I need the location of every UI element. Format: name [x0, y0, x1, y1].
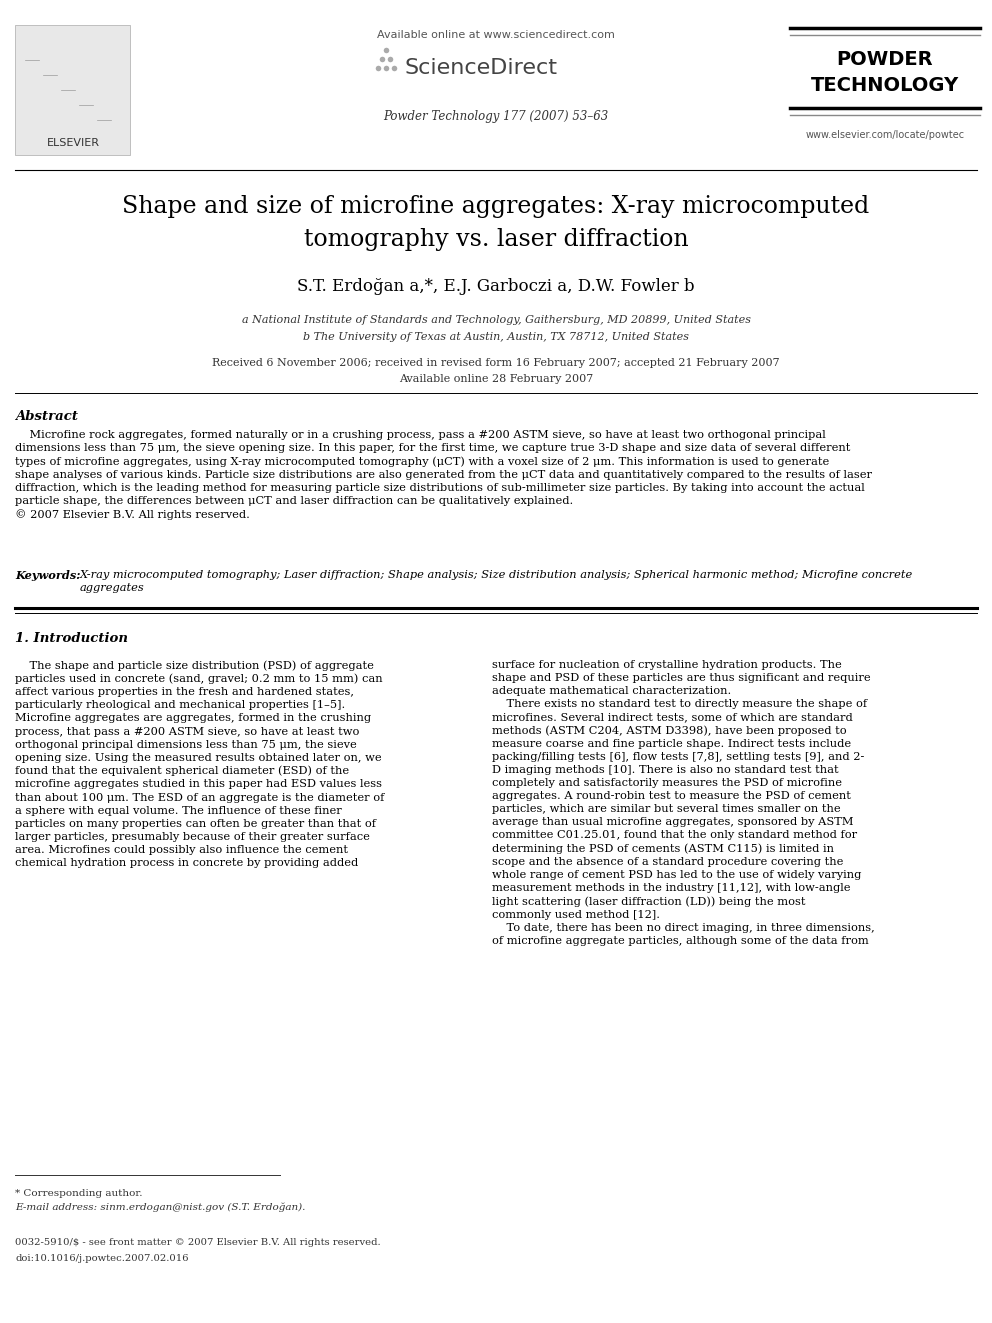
Text: S.T. Erdoğan a,*, E.J. Garboczi a, D.W. Fowler b: S.T. Erdoğan a,*, E.J. Garboczi a, D.W. …: [298, 278, 694, 295]
Text: POWDER: POWDER: [836, 50, 933, 69]
Text: Keywords:: Keywords:: [15, 570, 80, 581]
Text: Available online 28 February 2007: Available online 28 February 2007: [399, 374, 593, 384]
Text: Microfine rock aggregates, formed naturally or in a crushing process, pass a #20: Microfine rock aggregates, formed natura…: [15, 430, 872, 520]
Text: b The University of Texas at Austin, Austin, TX 78712, United States: b The University of Texas at Austin, Aus…: [303, 332, 689, 343]
Text: 0032-5910/$ - see front matter © 2007 Elsevier B.V. All rights reserved.: 0032-5910/$ - see front matter © 2007 El…: [15, 1238, 381, 1248]
Text: The shape and particle size distribution (PSD) of aggregate
particles used in co: The shape and particle size distribution…: [15, 660, 384, 868]
Text: X-ray microcomputed tomography; Laser diffraction; Shape analysis; Size distribu: X-ray microcomputed tomography; Laser di…: [80, 570, 914, 593]
Text: surface for nucleation of crystalline hydration products. The
shape and PSD of t: surface for nucleation of crystalline hy…: [492, 660, 875, 946]
Text: E-mail address: sinm.erdogan@nist.gov (S.T. Erdoğan).: E-mail address: sinm.erdogan@nist.gov (S…: [15, 1203, 306, 1212]
Text: ScienceDirect: ScienceDirect: [404, 58, 557, 78]
Text: TECHNOLOGY: TECHNOLOGY: [810, 75, 959, 95]
Text: Available online at www.sciencedirect.com: Available online at www.sciencedirect.co…: [377, 30, 615, 40]
Text: ELSEVIER: ELSEVIER: [47, 138, 99, 148]
Text: Abstract: Abstract: [15, 410, 78, 423]
Text: Shape and size of microfine aggregates: X-ray microcomputed: Shape and size of microfine aggregates: …: [122, 194, 870, 218]
Text: Received 6 November 2006; received in revised form 16 February 2007; accepted 21: Received 6 November 2006; received in re…: [212, 359, 780, 368]
Text: www.elsevier.com/locate/powtec: www.elsevier.com/locate/powtec: [806, 130, 964, 140]
Bar: [15, 25, 130, 155]
Text: a National Institute of Standards and Technology, Gaithersburg, MD 20899, United: a National Institute of Standards and Te…: [241, 315, 751, 325]
Text: doi:10.1016/j.powtec.2007.02.016: doi:10.1016/j.powtec.2007.02.016: [15, 1254, 188, 1263]
Text: tomography vs. laser diffraction: tomography vs. laser diffraction: [304, 228, 688, 251]
Text: 1. Introduction: 1. Introduction: [15, 632, 128, 646]
Text: Powder Technology 177 (2007) 53–63: Powder Technology 177 (2007) 53–63: [383, 110, 609, 123]
Text: * Corresponding author.: * Corresponding author.: [15, 1189, 143, 1199]
